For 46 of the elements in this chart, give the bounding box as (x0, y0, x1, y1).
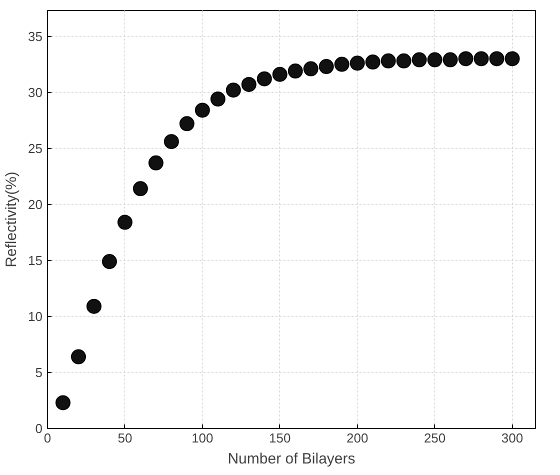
x-tick-label: 50 (118, 430, 132, 446)
x-tick-label: 100 (192, 430, 214, 446)
point (70, 349, 86, 364)
point (210, 92, 226, 107)
point (458, 51, 474, 66)
point (164, 134, 179, 150)
y-tick-label: 5 (35, 364, 43, 380)
point (318, 59, 334, 74)
point (427, 52, 442, 68)
point (412, 52, 427, 68)
point (86, 298, 102, 314)
point (272, 66, 288, 82)
point (241, 76, 256, 92)
y-tick-label: 25 (28, 140, 43, 156)
point (334, 56, 350, 72)
point (55, 395, 70, 410)
x-tick-label: 250 (424, 430, 446, 446)
point (303, 61, 318, 76)
y-tick-label: 35 (28, 28, 43, 44)
point (226, 82, 241, 98)
x-tick-label: 300 (501, 430, 524, 446)
y-tick-label: 15 (28, 252, 43, 268)
point (396, 53, 412, 68)
point (288, 64, 303, 78)
point (148, 155, 164, 170)
point (442, 52, 458, 68)
point (102, 254, 117, 270)
point (194, 102, 210, 118)
point (489, 51, 504, 66)
point (350, 56, 365, 71)
point (365, 54, 380, 70)
point (474, 51, 489, 66)
point (380, 53, 396, 68)
y-tick-label: 30 (28, 84, 43, 100)
point (132, 181, 148, 196)
point (504, 51, 520, 66)
y-tick-label: 10 (28, 308, 43, 324)
x-axis-title: Number of Bilayers (228, 450, 356, 468)
point (179, 116, 194, 132)
point (117, 214, 132, 230)
y-tick-label: 0 (35, 421, 43, 436)
y-tick-label: 20 (28, 196, 43, 212)
x-tick-label: 150 (269, 430, 291, 446)
x-tick-label: 200 (346, 430, 368, 446)
point (256, 71, 272, 86)
y-axis-title: Reflectivity(%) (3, 172, 20, 268)
